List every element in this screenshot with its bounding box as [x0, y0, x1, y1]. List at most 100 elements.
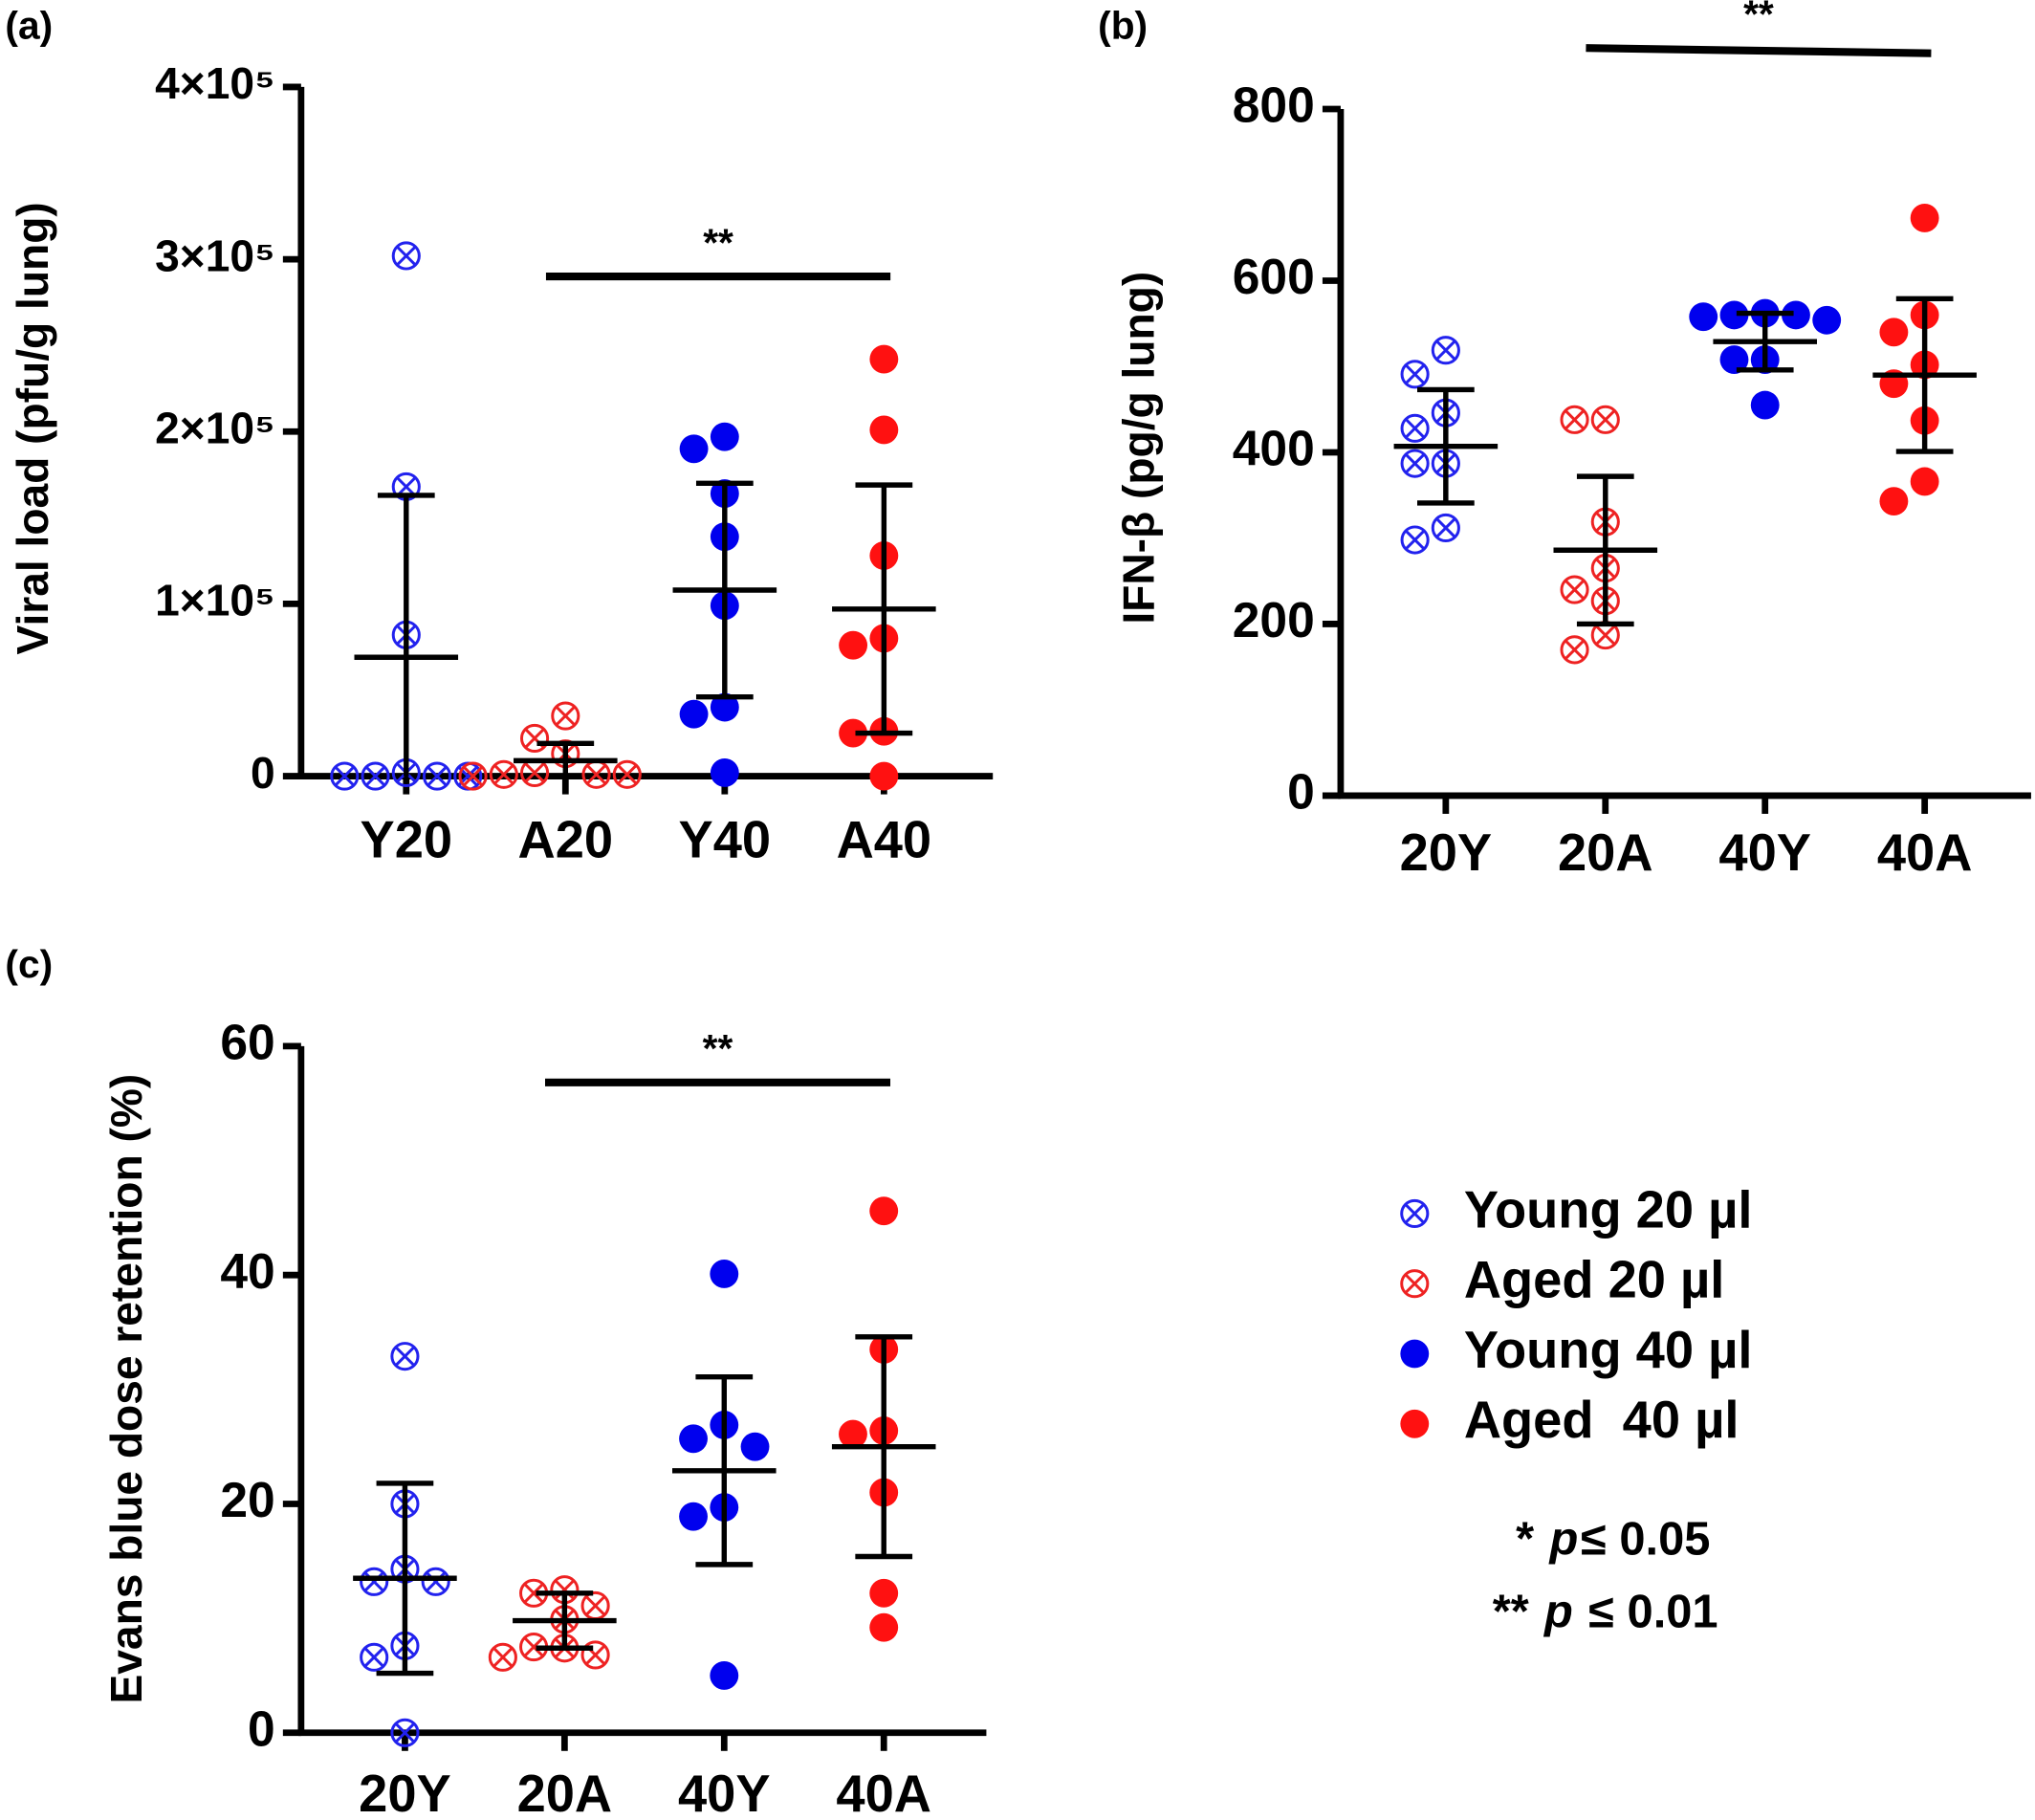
significance-label: ** — [703, 1026, 733, 1070]
marker-cross — [524, 762, 545, 783]
y-tick-label: 3×10⁵ — [155, 230, 275, 280]
data-point — [869, 1196, 899, 1226]
note-stars: ** — [1493, 1586, 1529, 1637]
note-rest: ≤ 0.05 — [1581, 1513, 1710, 1565]
y-tick-label: 0 — [251, 748, 275, 798]
marker-ring — [458, 761, 488, 791]
marker-cross — [523, 1636, 544, 1657]
data-point — [458, 761, 488, 791]
marker-ring — [1431, 336, 1460, 365]
marker-ring — [1400, 360, 1430, 389]
marker-cross — [523, 1583, 544, 1604]
y-tick-label: 20 — [220, 1472, 274, 1527]
data-point — [1560, 405, 1589, 434]
data-point — [1560, 635, 1589, 665]
marker-cross — [426, 1571, 447, 1592]
data-point — [1879, 318, 1909, 347]
y-tick-label: 0 — [248, 1700, 275, 1756]
marker-cross — [363, 1571, 384, 1592]
data-point — [679, 1502, 708, 1531]
data-point — [391, 241, 421, 271]
data-point — [839, 630, 868, 660]
data-point — [1879, 487, 1909, 516]
note-p: p — [1547, 1513, 1578, 1565]
data-point — [360, 1567, 389, 1596]
y-tick-label: 4×10⁵ — [155, 58, 275, 108]
marker-ring — [360, 1567, 389, 1596]
marker-cross — [1404, 363, 1426, 384]
marker-ring — [391, 241, 421, 271]
x-tick-label: 20A — [517, 1765, 613, 1820]
marker-cross — [396, 245, 417, 267]
significance-label: ** — [703, 220, 733, 264]
data-point — [551, 701, 580, 731]
marker-cross — [584, 1595, 606, 1616]
p-value-note: * p≤ 0.05 — [1516, 1513, 1710, 1565]
y-tick-label: 600 — [1233, 249, 1315, 304]
data-point — [1400, 413, 1430, 443]
x-tick-label: 20Y — [1400, 823, 1493, 882]
data-point — [519, 757, 550, 788]
data-point — [740, 1432, 770, 1461]
marker-cross — [1404, 1203, 1425, 1224]
legend-label: Young 40 µl — [1464, 1321, 1753, 1379]
note-stars: * — [1516, 1513, 1534, 1565]
y-tick-label: 40 — [220, 1243, 274, 1299]
data-point — [1910, 204, 1939, 232]
data-point — [679, 434, 709, 464]
marker-cross — [1564, 409, 1586, 430]
y-axis-label: IFN-β (pg/g lung) — [1113, 272, 1163, 625]
marker-ring — [421, 1567, 450, 1596]
legend-marker — [1400, 1409, 1430, 1438]
marker-cross — [462, 765, 484, 787]
data-point — [710, 758, 739, 787]
marker-cross — [492, 1647, 514, 1668]
data-point — [390, 1342, 420, 1371]
data-point — [422, 761, 452, 791]
x-tick-label: 20Y — [359, 1765, 451, 1820]
x-tick-label: A20 — [518, 810, 614, 868]
legend-label: Aged 40 µl — [1464, 1391, 1740, 1449]
data-point — [390, 1718, 420, 1747]
data-point — [361, 761, 390, 791]
x-tick-label: 40A — [836, 1765, 931, 1820]
marker-ring — [390, 1718, 420, 1747]
x-tick-label: Y40 — [679, 810, 772, 868]
x-tick-label: 20A — [1558, 823, 1653, 882]
marker-cross — [363, 1647, 384, 1668]
marker-ring — [519, 723, 550, 754]
data-point — [1812, 305, 1842, 335]
data-point — [1560, 575, 1589, 604]
legend-label: Young 20 µl — [1464, 1180, 1753, 1239]
data-point — [1719, 300, 1749, 330]
marker-cross — [427, 765, 448, 787]
data-point — [330, 761, 360, 791]
marker-cross — [1404, 452, 1426, 474]
marker-ring — [330, 761, 360, 791]
data-point — [360, 1642, 389, 1672]
legend-marker — [1400, 1339, 1430, 1369]
marker-cross — [334, 765, 355, 787]
data-point — [869, 344, 899, 374]
data-point — [869, 1612, 899, 1642]
data-point — [1689, 302, 1718, 332]
data-point — [489, 759, 518, 789]
data-point — [839, 718, 868, 748]
data-point — [869, 415, 899, 445]
marker-cross — [1435, 340, 1456, 361]
panel-label: (a) — [5, 4, 53, 48]
marker-ring — [360, 1642, 389, 1672]
marker-cross — [1564, 579, 1586, 601]
y-axis-label: Viral load (pfu/g lung) — [8, 202, 57, 654]
legend-label: Aged 20 µl — [1464, 1251, 1725, 1309]
data-point — [710, 1260, 739, 1288]
y-tick-label: 400 — [1233, 421, 1315, 476]
y-axis-label: Evans blue dose retention (%) — [101, 1074, 151, 1704]
y-tick-label: 60 — [220, 1014, 274, 1069]
marker-ring — [1560, 635, 1589, 665]
marker-cross — [493, 764, 514, 785]
legend-marker — [1400, 1269, 1430, 1299]
marker-cross — [1404, 529, 1426, 551]
marker-cross — [394, 1346, 416, 1367]
